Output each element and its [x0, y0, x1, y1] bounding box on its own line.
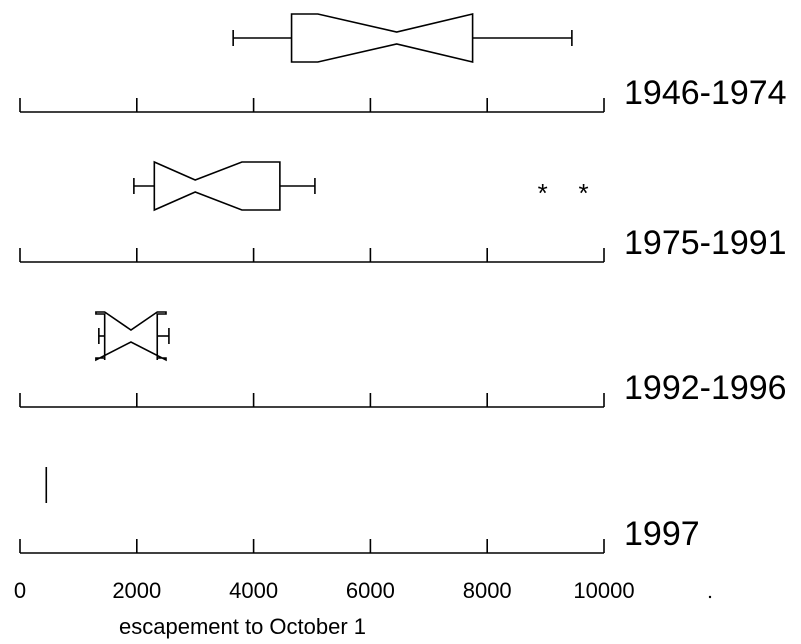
panels: 1946-1974 1975-1991 * * 1992-1996 1997	[19, 12, 787, 554]
group-label: 1946-1974	[624, 74, 787, 112]
x-axis-label: escapement to October 1	[119, 614, 366, 639]
tick-label: 6000	[346, 578, 395, 603]
notched-box	[153, 160, 281, 212]
stray-dot	[708, 595, 712, 599]
panel-1997: 1997	[19, 467, 700, 554]
panel-1975-1991: 1975-1991 * *	[19, 160, 787, 263]
notched-box	[290, 12, 474, 64]
tick-label: 4000	[229, 578, 278, 603]
group-label: 1992-1996	[624, 369, 787, 407]
bottom-tick-labels: 0 2000 4000 6000 8000 10000	[14, 578, 635, 603]
panel-1946-1974: 1946-1974	[19, 12, 787, 113]
tick-label: 10000	[573, 578, 634, 603]
outlier-point: *	[578, 178, 588, 208]
tick-label: 2000	[112, 578, 161, 603]
outlier-point: *	[538, 178, 548, 208]
group-label: 1975-1991	[624, 224, 787, 262]
tick-label: 0	[14, 578, 26, 603]
group-label: 1997	[624, 515, 700, 553]
notched-box	[95, 311, 167, 362]
tick-label: 8000	[463, 578, 512, 603]
panel-1992-1996: 1992-1996	[19, 311, 787, 408]
